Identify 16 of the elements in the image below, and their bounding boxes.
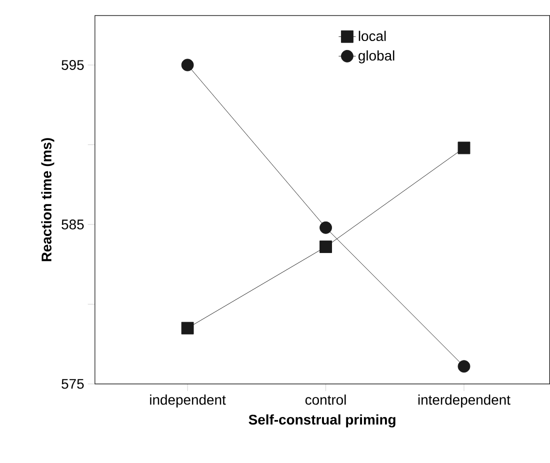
y-tick-label: 595: [62, 60, 84, 70]
y-tick-label: 575: [62, 378, 84, 389]
point: [458, 142, 470, 154]
x-tick-label: interdependent: [418, 394, 510, 408]
point: [181, 322, 194, 334]
point: [181, 58, 194, 72]
x-tick-label: independent: [150, 394, 226, 408]
y-tick-label: 585: [62, 219, 84, 230]
x-axis-title: Self-construal priming: [248, 414, 396, 428]
legend-label: global: [358, 50, 394, 64]
point: [458, 360, 470, 372]
legend-label: local: [358, 30, 386, 41]
y-axis-title: Reaction time (ms): [41, 138, 54, 262]
point: [320, 240, 332, 253]
point: [320, 221, 332, 234]
x-tick-label: control: [305, 394, 346, 405]
